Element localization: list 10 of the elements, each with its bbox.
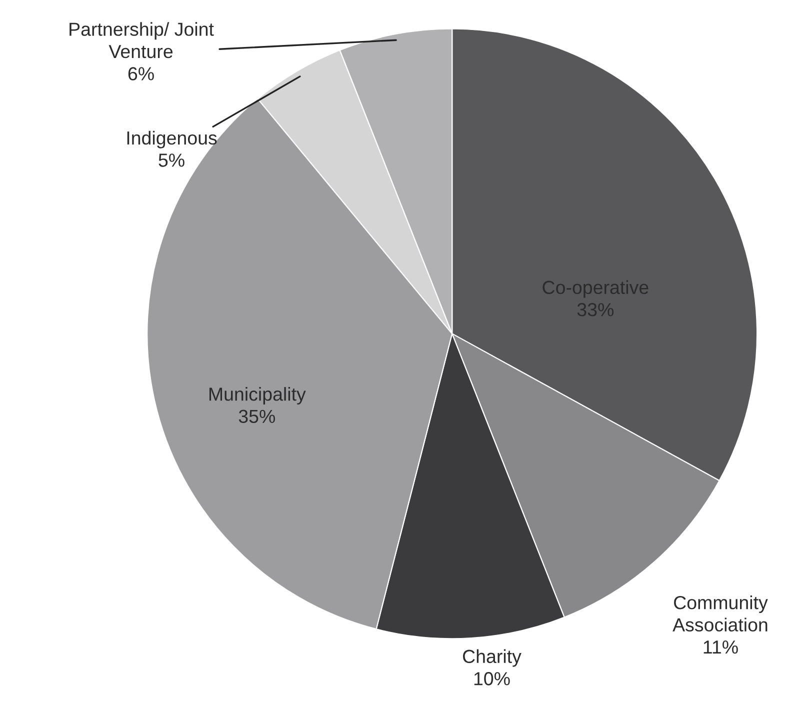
slice-label: Indigenous: [127, 130, 217, 148]
slice-label: Municipality: [209, 387, 306, 405]
data-label: 11%: [704, 640, 738, 654]
data-label: 5%: [158, 154, 184, 167]
data-label: 6%: [128, 67, 154, 80]
data-label: 10%: [474, 672, 510, 686]
slice-label: Community Association: [672, 595, 768, 632]
slice-label: Partnership/ Joint Venture: [70, 22, 214, 58]
data-label: 35%: [238, 410, 275, 424]
slice-label: Charity: [462, 649, 522, 667]
